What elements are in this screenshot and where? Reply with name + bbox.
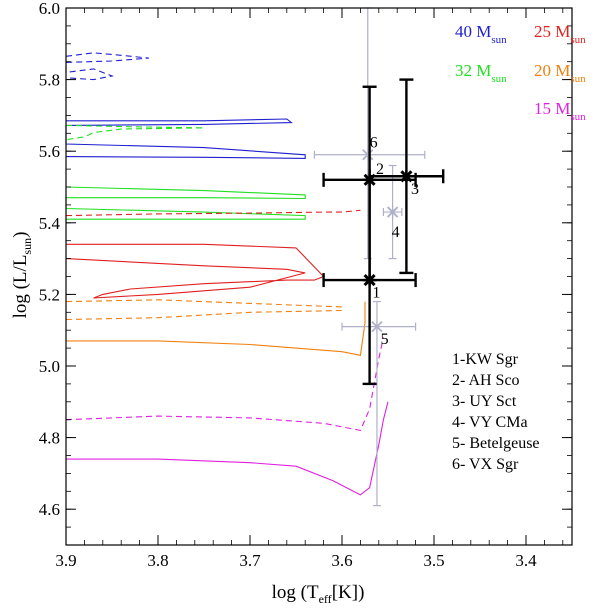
star-labels: 1 2 3 4 5 6 bbox=[370, 134, 419, 348]
track-8 bbox=[66, 401, 389, 496]
y-tick-label-6: 5.8 bbox=[39, 71, 60, 90]
legend-20msun: 20 Msun bbox=[534, 61, 586, 85]
star-label-2: 2 bbox=[376, 161, 384, 178]
axes bbox=[65, 7, 573, 546]
legend-32msun: 32 Msun bbox=[455, 61, 507, 85]
y-tick-label-5: 5.6 bbox=[39, 142, 60, 161]
error-bars bbox=[313, 7, 445, 507]
y-tick-label-2: 5.0 bbox=[39, 357, 60, 376]
track-0 bbox=[65, 118, 306, 159]
legend-25msun: 25 Msun bbox=[534, 22, 586, 46]
star-label-4: 4 bbox=[392, 224, 400, 241]
legend: 40 Msun 25 Msun 32 Msun 20 Msun 15 Msun bbox=[455, 22, 586, 123]
tick-labels: 3.9 3.8 3.7 3.6 3.5 3.4 4.6 4.8 5.0 5.2 5.4 5.6 5.8 6… bbox=[39, 0, 537, 570]
track-3 bbox=[65, 124, 205, 141]
track-1 bbox=[65, 52, 149, 81]
star-label-6: 6 bbox=[370, 134, 378, 151]
y-tick-label-1: 4.8 bbox=[39, 429, 60, 448]
track-6 bbox=[66, 301, 366, 356]
key-entry-4: 4- VY CMa bbox=[452, 414, 528, 431]
x-tick-label-4: 3.5 bbox=[423, 551, 444, 570]
x-tick-label-1: 3.8 bbox=[147, 551, 168, 570]
y-tick-label-3: 5.2 bbox=[39, 285, 60, 304]
track-2 bbox=[65, 186, 306, 220]
x-tick-label-2: 3.7 bbox=[239, 551, 261, 570]
y-axis-title: log (L/Lsun) bbox=[10, 232, 34, 319]
legend-15msun: 15 Msun bbox=[534, 99, 586, 123]
y-tick-label-4: 5.4 bbox=[39, 214, 61, 233]
y-tick-label-7: 6.0 bbox=[39, 0, 60, 18]
legend-40msun: 40 Msun bbox=[455, 22, 507, 46]
y-tick-label-0: 4.6 bbox=[39, 500, 60, 519]
x-axis-title: log (Teff[K]) bbox=[272, 582, 365, 606]
x-tick-label-3: 3.6 bbox=[331, 551, 352, 570]
x-tick-label-0: 3.9 bbox=[55, 551, 76, 570]
track-7 bbox=[65, 299, 343, 321]
key-entry-5: 5- Betelgeuse bbox=[452, 435, 540, 452]
key-entry-3: 3- UY Sct bbox=[452, 393, 517, 410]
key-entry-6: 6- VX Sgr bbox=[452, 456, 519, 473]
star-label-1: 1 bbox=[372, 285, 380, 302]
star-label-5: 5 bbox=[381, 331, 389, 348]
key-entry-2: 2- AH Sco bbox=[452, 372, 520, 389]
track-5 bbox=[65, 209, 361, 217]
track-4 bbox=[65, 243, 325, 299]
star-key: 1-KW Sgr 2- AH Sco 3- UY Sct 4- VY CMa 5… bbox=[452, 351, 540, 473]
x-tick-label-5: 3.4 bbox=[515, 551, 537, 570]
evolution-tracks bbox=[65, 52, 389, 496]
key-entry-1: 1-KW Sgr bbox=[452, 351, 519, 368]
star-label-3: 3 bbox=[411, 181, 419, 198]
